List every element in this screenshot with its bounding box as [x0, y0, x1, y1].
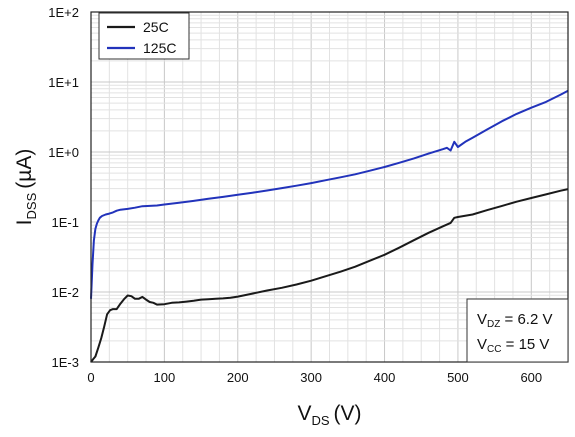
- legend-label-25c: 25C: [143, 19, 169, 35]
- conditions-annotation: VDZ = 6.2 V VCC = 15 V: [466, 298, 569, 363]
- legend-label-125c: 125C: [143, 40, 176, 56]
- y-tick-label: 1E-3: [52, 355, 79, 370]
- x-axis-title: VDS (V): [297, 402, 361, 428]
- series-layer: [90, 89, 569, 363]
- y-tick-label: 1E-1: [52, 215, 79, 230]
- x-tick-label: 200: [227, 370, 249, 385]
- x-tick-label: 400: [374, 370, 396, 385]
- annotation-box: [466, 298, 569, 363]
- y-tick-label: 1E+0: [48, 145, 79, 160]
- tick-labels: 0 100 200 300 400 500 600 1E-3 1E-2 1E-1 1E+0 1E+1 1…: [48, 5, 542, 385]
- legend: 25C 125C: [98, 12, 190, 60]
- y-axis-title: IDSS(µA): [13, 149, 39, 226]
- legend-box: [98, 12, 190, 60]
- x-tick-label: 0: [87, 370, 94, 385]
- x-tick-label: 300: [300, 370, 322, 385]
- annotation-vcc: VCC = 15 V: [477, 336, 549, 355]
- annotation-vdz: VDZ = 6.2 V: [477, 311, 552, 330]
- x-tick-label: 600: [520, 370, 542, 385]
- series-line-125c: [90, 89, 569, 299]
- series-line-25c: [90, 188, 569, 363]
- y-tick-label: 1E+1: [48, 75, 79, 90]
- x-tick-label: 100: [154, 370, 176, 385]
- y-tick-label: 1E-2: [52, 285, 79, 300]
- x-tick-label: 500: [447, 370, 469, 385]
- y-tick-label: 1E+2: [48, 5, 79, 20]
- plot-area-frame: [90, 11, 569, 363]
